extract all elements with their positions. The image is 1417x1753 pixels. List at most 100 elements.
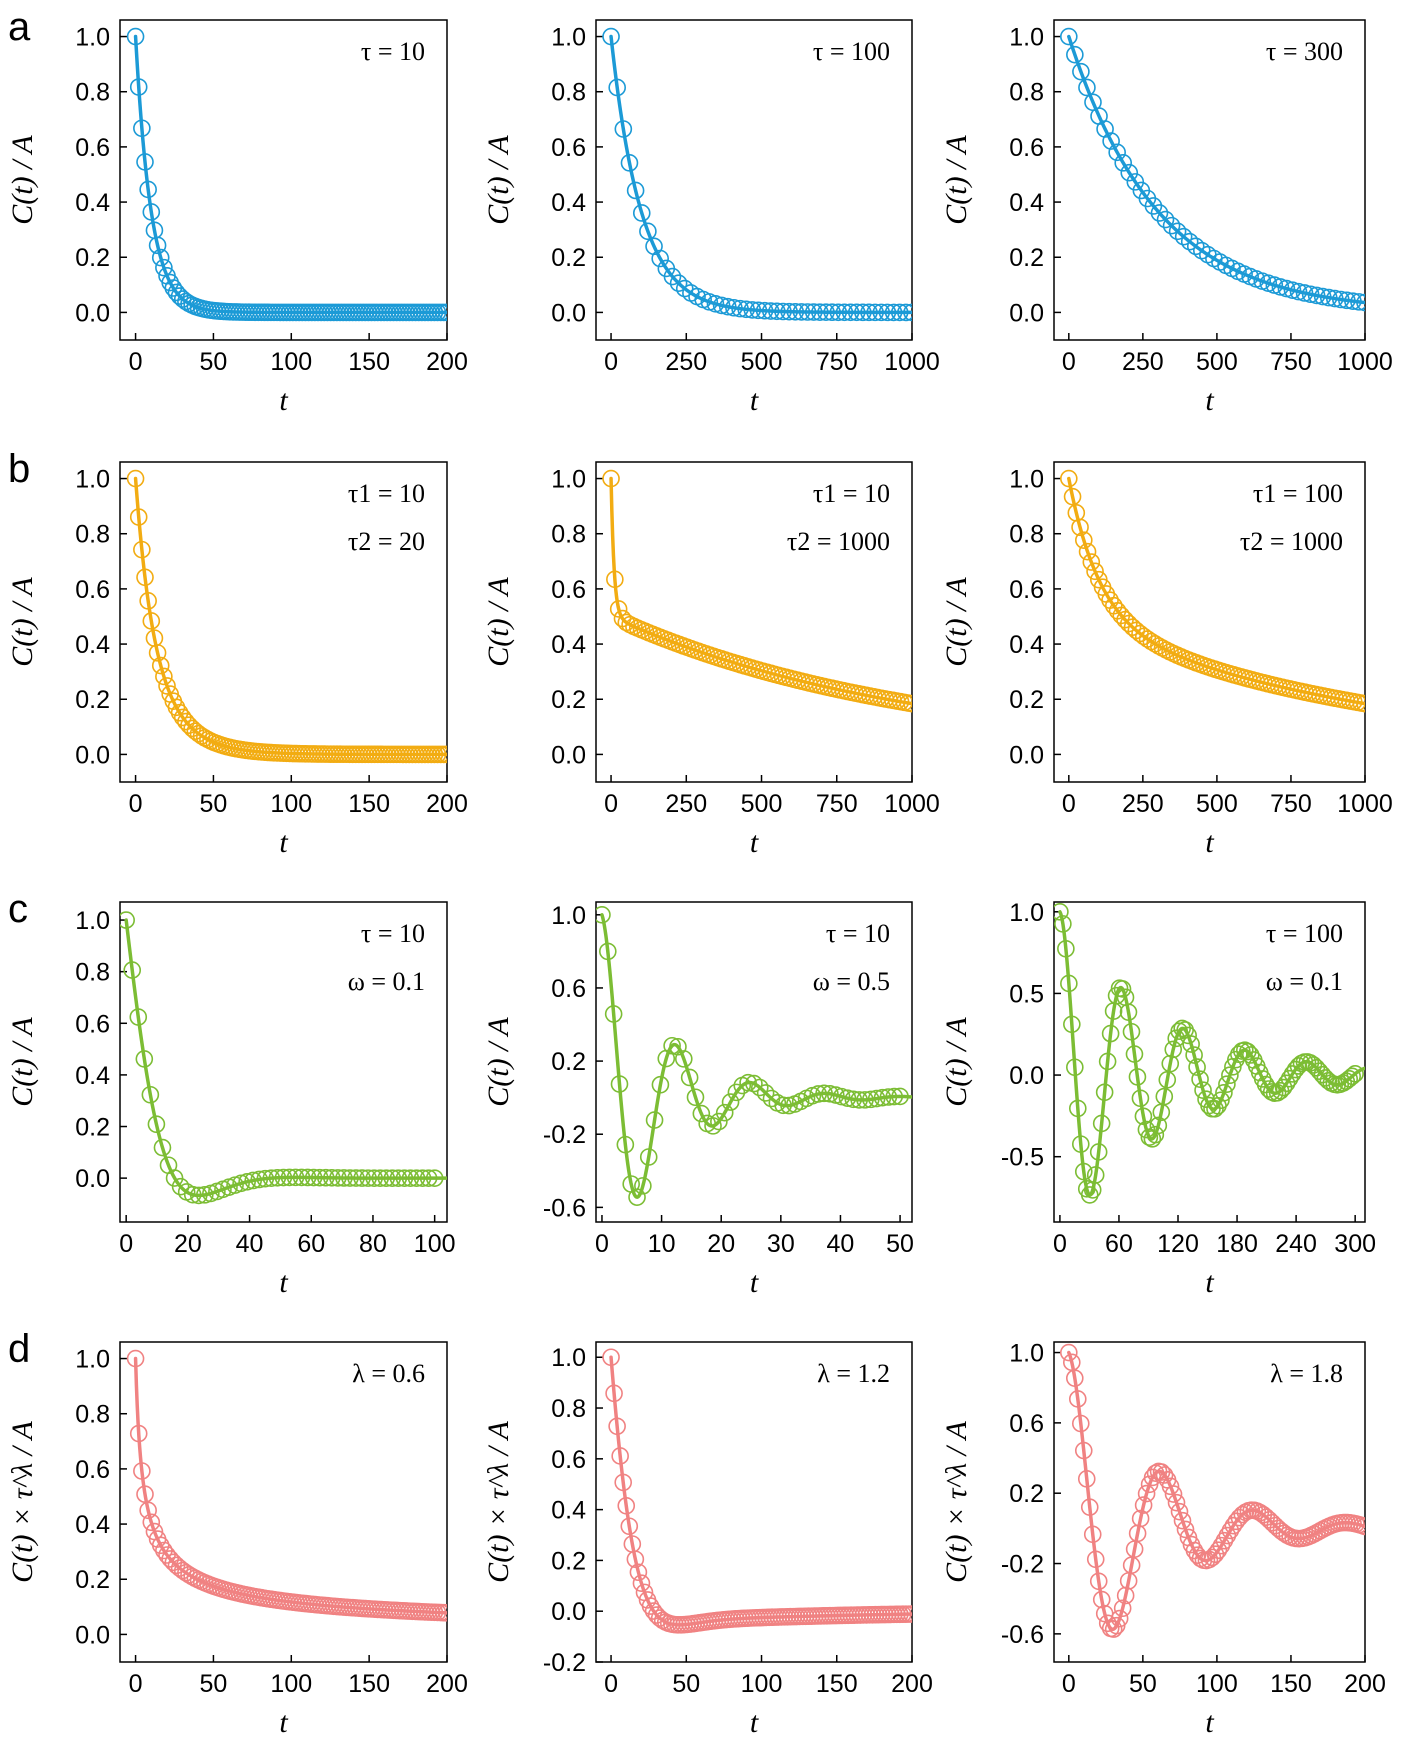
y-tick-label: 0.6 [551,576,586,604]
data-point [148,236,167,255]
data-point [645,1111,664,1129]
chart-d-1: 0 50 100 150 200 0.0 0.2 0.4 0.6 0.8 1.0 t C(t) × τ^… [6,1341,468,1739]
y-axis-title: C(t) / A [482,577,515,667]
data-point [371,1169,390,1187]
x-tick-label: 100 [270,1670,312,1698]
chart-b-2: 0 250 500 750 1000 0.0 0.2 0.4 0.6 0.8 1.0 t C(t) / … [482,461,940,859]
data-point [854,303,872,322]
x-axis-title: t [279,1266,288,1299]
x-tick-label: 150 [348,790,390,818]
data-point [745,1074,763,1093]
data-point [133,119,151,138]
data-point [232,1174,250,1193]
chart-b-1: 0 50 100 150 200 0.0 0.2 0.4 0.6 0.8 1.0 t C(t) / A τ… [6,461,468,859]
data-point [731,299,749,318]
data-point [189,1186,208,1205]
data-point [262,1169,281,1187]
x-tick-label: 0 [595,1230,609,1258]
x-tick-label: 150 [348,348,390,376]
y-axis-title: C(t) / A [940,1017,973,1107]
x-tick-label: 150 [348,1670,390,1698]
data-point [151,1536,170,1555]
y-tick-label: 0.2 [551,1048,586,1076]
y-tick-label: 0.0 [1009,299,1044,327]
y-tick-label: 0.2 [75,1114,110,1142]
y-tick-label: 0.4 [75,631,110,659]
data-point [1180,232,1199,251]
data-point [1334,1074,1353,1092]
data-point [897,303,912,322]
data-point [628,1188,646,1206]
x-axis-title: t [750,1266,759,1299]
data-point [1113,1599,1132,1618]
data-point [1269,1519,1288,1538]
data-point [1194,1081,1212,1099]
data-point [1086,1550,1105,1569]
data-point [862,1090,880,1109]
data-point [1304,1056,1323,1074]
data-point [1176,1520,1195,1539]
y-tick-label: 0.2 [551,686,586,714]
data-point [1054,915,1072,933]
data-point [1212,1091,1230,1110]
data-point [850,1091,868,1109]
data-point [903,694,912,713]
y-tick-label: 1.0 [551,1344,586,1372]
x-tick-label: 40 [827,1230,855,1258]
y-tick-label: 0.6 [1009,576,1044,604]
data-point [608,1417,626,1436]
data-point [425,1169,444,1187]
data-point [634,1177,652,1195]
data-point [605,1384,623,1403]
y-tick-label: 0.4 [75,189,110,217]
data-point [148,644,167,662]
data-point [1350,293,1365,311]
data-point [1155,1087,1174,1106]
data-point [1313,287,1332,306]
parameter-annotation: τ = 10 [826,919,890,948]
x-tick-label: 20 [174,1230,202,1258]
plot-frame [1053,901,1366,1223]
y-tick-label: 0.2 [1009,244,1044,272]
plot-frame [595,1341,913,1663]
series-data [126,1349,447,1622]
data-point [155,258,173,277]
data-point [663,1036,681,1055]
y-tick-label: 0.8 [75,521,110,549]
data-point [792,303,811,321]
data-point [1149,1116,1168,1135]
data-point [1120,163,1139,182]
data-point [141,1085,160,1104]
parameter-annotation: ω = 0.1 [348,967,425,996]
y-tick-label: 0.0 [75,1621,110,1649]
data-point [1068,1099,1087,1118]
data-point [139,592,157,610]
panel-letter-d: d [8,1327,30,1371]
data-point [1104,1620,1123,1638]
data-point [606,570,624,589]
fit-curve [124,918,447,1198]
data-point [817,303,835,321]
data-point [884,303,903,322]
data-point [1356,694,1365,713]
data-point [1218,1075,1236,1093]
data-point [835,303,854,322]
data-point [151,248,170,267]
y-tick-label: -0.5 [1001,1144,1044,1172]
data-point [602,27,620,46]
data-point [158,677,176,695]
data-point [155,667,173,686]
data-point [692,1104,711,1123]
data-point [1071,1414,1090,1433]
plot-frame [595,901,913,1223]
data-point [1108,143,1126,162]
x-tick-label: 0 [604,790,618,818]
x-tick-label: 40 [236,1230,264,1258]
data-point [596,906,611,924]
data-point [126,27,145,46]
data-point [1319,288,1338,307]
data-point [1356,293,1365,312]
x-tick-label: 500 [1196,348,1238,376]
x-tick-label: 50 [200,1670,228,1698]
data-point [1107,986,1126,1005]
